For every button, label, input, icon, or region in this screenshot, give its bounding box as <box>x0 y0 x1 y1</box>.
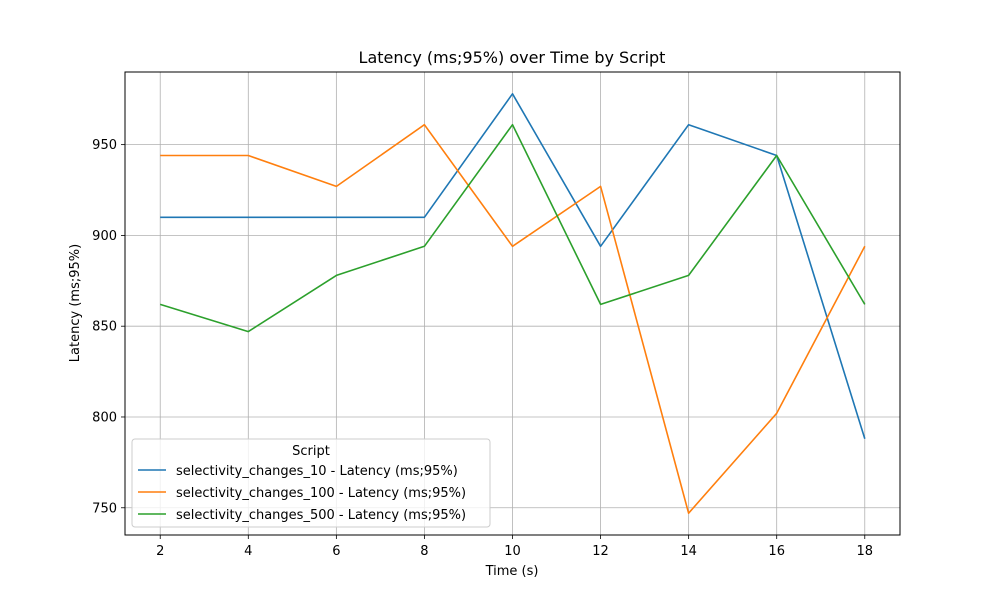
series-lines <box>159 93 866 515</box>
y-tick-label: 750 <box>92 501 117 516</box>
chart-title: Latency (ms;95%) over Time by Script <box>359 48 666 67</box>
x-tick-label: 16 <box>768 544 785 559</box>
series-line-3 <box>159 123 866 333</box>
y-tick-label: 800 <box>92 410 117 425</box>
legend-label: selectivity_changes_100 - Latency (ms;95… <box>176 486 466 501</box>
x-tick-label: 12 <box>592 544 609 559</box>
legend-label: selectivity_changes_500 - Latency (ms;95… <box>176 508 466 523</box>
legend: Script selectivity_changes_10 - Latency … <box>131 438 491 528</box>
legend-box <box>131 438 491 528</box>
series-line-1 <box>160 93 866 440</box>
x-axis-label: Time (s) <box>485 564 539 579</box>
x-tick-label: 18 <box>856 544 873 559</box>
y-axis-label: Latency (ms;95%) <box>68 244 83 362</box>
y-tick-label: 900 <box>92 229 117 244</box>
x-tick-label: 2 <box>156 544 164 559</box>
x-tick-label: 8 <box>420 544 428 559</box>
x-tick-label: 14 <box>680 544 697 559</box>
x-axis-ticks: 2 4 6 8 10 12 14 16 18 <box>156 535 873 559</box>
legend-title: Script <box>292 444 330 459</box>
x-tick-label: 6 <box>332 544 340 559</box>
y-axis-ticks: 750 800 850 900 950 <box>92 138 125 516</box>
y-tick-label: 950 <box>92 138 117 153</box>
legend-entries: selectivity_changes_10 - Latency (ms;95%… <box>138 464 466 523</box>
x-tick-label: 10 <box>504 544 521 559</box>
legend-label: selectivity_changes_10 - Latency (ms;95%… <box>176 464 458 479</box>
y-tick-label: 850 <box>92 320 117 335</box>
x-tick-label: 4 <box>244 544 252 559</box>
